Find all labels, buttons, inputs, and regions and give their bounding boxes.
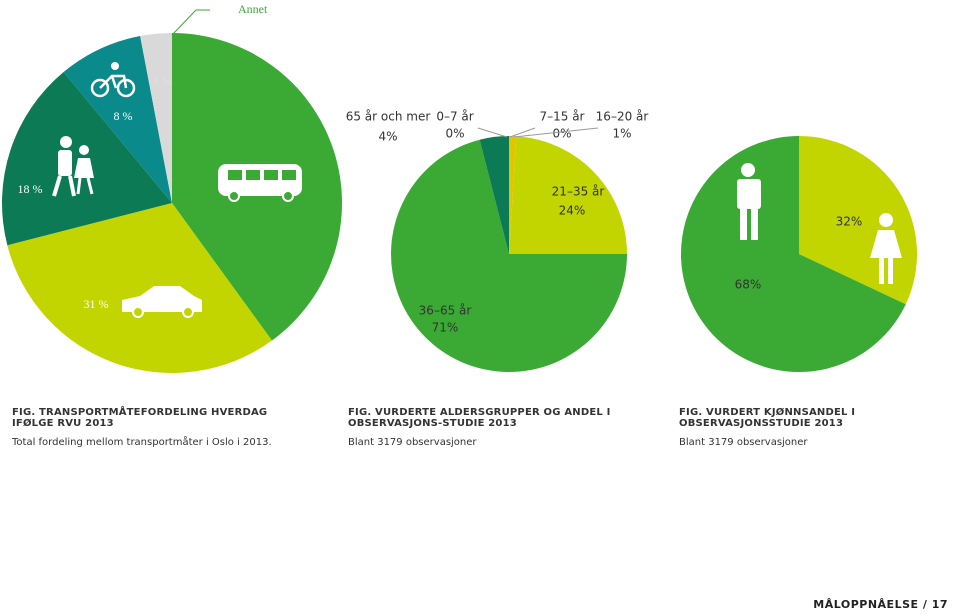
value-label: 0% bbox=[445, 127, 464, 141]
icon bbox=[76, 177, 94, 195]
slice-label: 0–7 år bbox=[436, 110, 473, 124]
slice-label: 21–35 år bbox=[552, 185, 605, 199]
pie-slice bbox=[140, 33, 172, 203]
icon bbox=[246, 170, 260, 180]
icon bbox=[90, 78, 110, 98]
slice-label: 16–20 år bbox=[596, 110, 649, 124]
leader-line bbox=[513, 127, 599, 138]
icon bbox=[228, 190, 240, 202]
value-label: 4% bbox=[378, 130, 397, 144]
leader-line bbox=[477, 127, 508, 138]
figure-subtitle: Total fordeling mellom transportmåter i … bbox=[12, 437, 272, 448]
pie-slice bbox=[509, 136, 517, 254]
icon bbox=[182, 306, 194, 318]
figure-title: FIG. VURDERTE ALDERSGRUPPER OG ANDEL I O… bbox=[348, 407, 611, 429]
value-label: 3 % bbox=[153, 74, 172, 88]
caption-3: FIG. VURDERT KJØNNSANDEL I OBSERVASJONSS… bbox=[679, 407, 959, 448]
pie-slice bbox=[63, 36, 172, 203]
value-label: 71% bbox=[432, 321, 459, 335]
icon bbox=[52, 175, 76, 197]
figure-title: FIG. TRANSPORTMÅTEFORDELING HVERDAG IFØL… bbox=[12, 407, 268, 429]
pie-slice bbox=[509, 136, 627, 254]
slice-label: 7–15 år bbox=[539, 110, 584, 124]
value-label: 24% bbox=[559, 204, 586, 218]
icon bbox=[60, 136, 72, 148]
figure-subtitle: Blant 3179 observasjoner bbox=[679, 437, 808, 448]
icon bbox=[740, 208, 747, 240]
leader-line bbox=[171, 9, 210, 36]
pie-slice bbox=[7, 203, 272, 374]
slice-label: 65 år och mer bbox=[346, 110, 431, 124]
value-label: 31 % bbox=[84, 297, 109, 311]
icon bbox=[99, 74, 128, 89]
icon bbox=[122, 286, 202, 312]
icon bbox=[879, 258, 884, 284]
icon bbox=[282, 170, 296, 180]
figure-subtitle: Blant 3179 observasjoner bbox=[348, 437, 477, 448]
icon bbox=[737, 179, 761, 209]
value-label: 18 % bbox=[18, 182, 43, 196]
caption-2: FIG. VURDERTE ALDERSGRUPPER OG ANDEL I O… bbox=[348, 407, 638, 448]
leader-line bbox=[509, 127, 536, 138]
pie-slice bbox=[479, 136, 509, 254]
value-label: 32% bbox=[836, 215, 863, 229]
caption-1: FIG. TRANSPORTMÅTEFORDELING HVERDAG IFØL… bbox=[12, 407, 312, 448]
icons bbox=[52, 62, 902, 318]
icon bbox=[111, 62, 119, 70]
icon bbox=[264, 170, 278, 180]
icon bbox=[79, 145, 89, 155]
pie-slice bbox=[799, 136, 917, 305]
icon bbox=[870, 230, 902, 258]
slice-label: Annet bbox=[238, 2, 268, 16]
value-label: 1% bbox=[612, 127, 631, 141]
value-label: 8 % bbox=[114, 109, 133, 123]
icon bbox=[888, 258, 893, 284]
icon bbox=[74, 158, 94, 178]
value-label: 0% bbox=[552, 127, 571, 141]
slice-label: 36–65 år bbox=[419, 304, 472, 318]
icon bbox=[132, 306, 144, 318]
icon bbox=[58, 150, 72, 176]
value-label: 68% bbox=[735, 278, 762, 292]
icon bbox=[741, 163, 755, 177]
pie-slice bbox=[391, 139, 627, 372]
icon bbox=[116, 78, 136, 98]
page-footer: MÅLOPPNÅELSE / 17 bbox=[813, 598, 948, 611]
icon bbox=[751, 208, 758, 240]
figure-title: FIG. VURDERT KJØNNSANDEL I OBSERVASJONSS… bbox=[679, 407, 856, 429]
icon bbox=[282, 190, 294, 202]
icon bbox=[228, 170, 242, 180]
icon bbox=[879, 213, 893, 227]
